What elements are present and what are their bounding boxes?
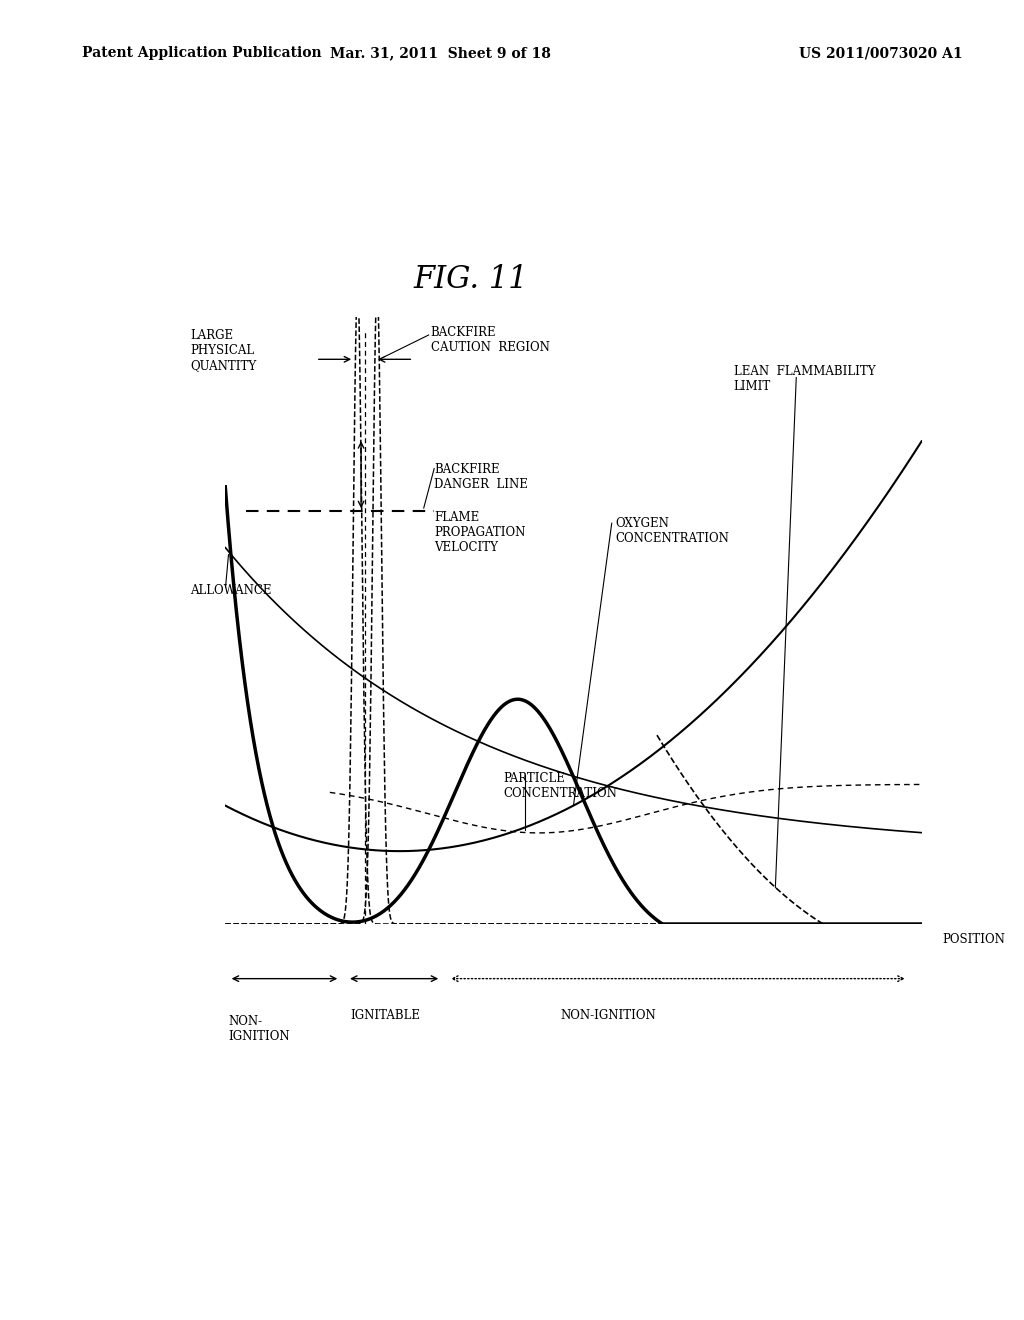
Text: BACKFIRE
CAUTION  REGION: BACKFIRE CAUTION REGION bbox=[431, 326, 550, 354]
Text: US 2011/0073020 A1: US 2011/0073020 A1 bbox=[799, 46, 963, 61]
Text: LARGE
PHYSICAL
QUANTITY: LARGE PHYSICAL QUANTITY bbox=[190, 329, 257, 372]
Text: FLAME
PROPAGATION
VELOCITY: FLAME PROPAGATION VELOCITY bbox=[434, 511, 525, 554]
Text: LEAN  FLAMMABILITY
LIMIT: LEAN FLAMMABILITY LIMIT bbox=[733, 366, 876, 393]
Text: POSITION: POSITION bbox=[942, 933, 1006, 945]
Text: PARTICLE
CONCENTRATION: PARTICLE CONCENTRATION bbox=[504, 772, 617, 800]
Text: BACKFIRE
DANGER  LINE: BACKFIRE DANGER LINE bbox=[434, 462, 528, 491]
Text: FIG. 11: FIG. 11 bbox=[414, 264, 528, 294]
Text: IGNITABLE: IGNITABLE bbox=[350, 1008, 421, 1022]
Text: Patent Application Publication: Patent Application Publication bbox=[82, 46, 322, 61]
Text: NON-IGNITION: NON-IGNITION bbox=[560, 1008, 656, 1022]
Text: Mar. 31, 2011  Sheet 9 of 18: Mar. 31, 2011 Sheet 9 of 18 bbox=[330, 46, 551, 61]
Text: NON-
IGNITION: NON- IGNITION bbox=[228, 1015, 291, 1043]
Text: OXYGEN
CONCENTRATION: OXYGEN CONCENTRATION bbox=[615, 517, 729, 545]
Text: ALLOWANCE: ALLOWANCE bbox=[190, 583, 272, 597]
